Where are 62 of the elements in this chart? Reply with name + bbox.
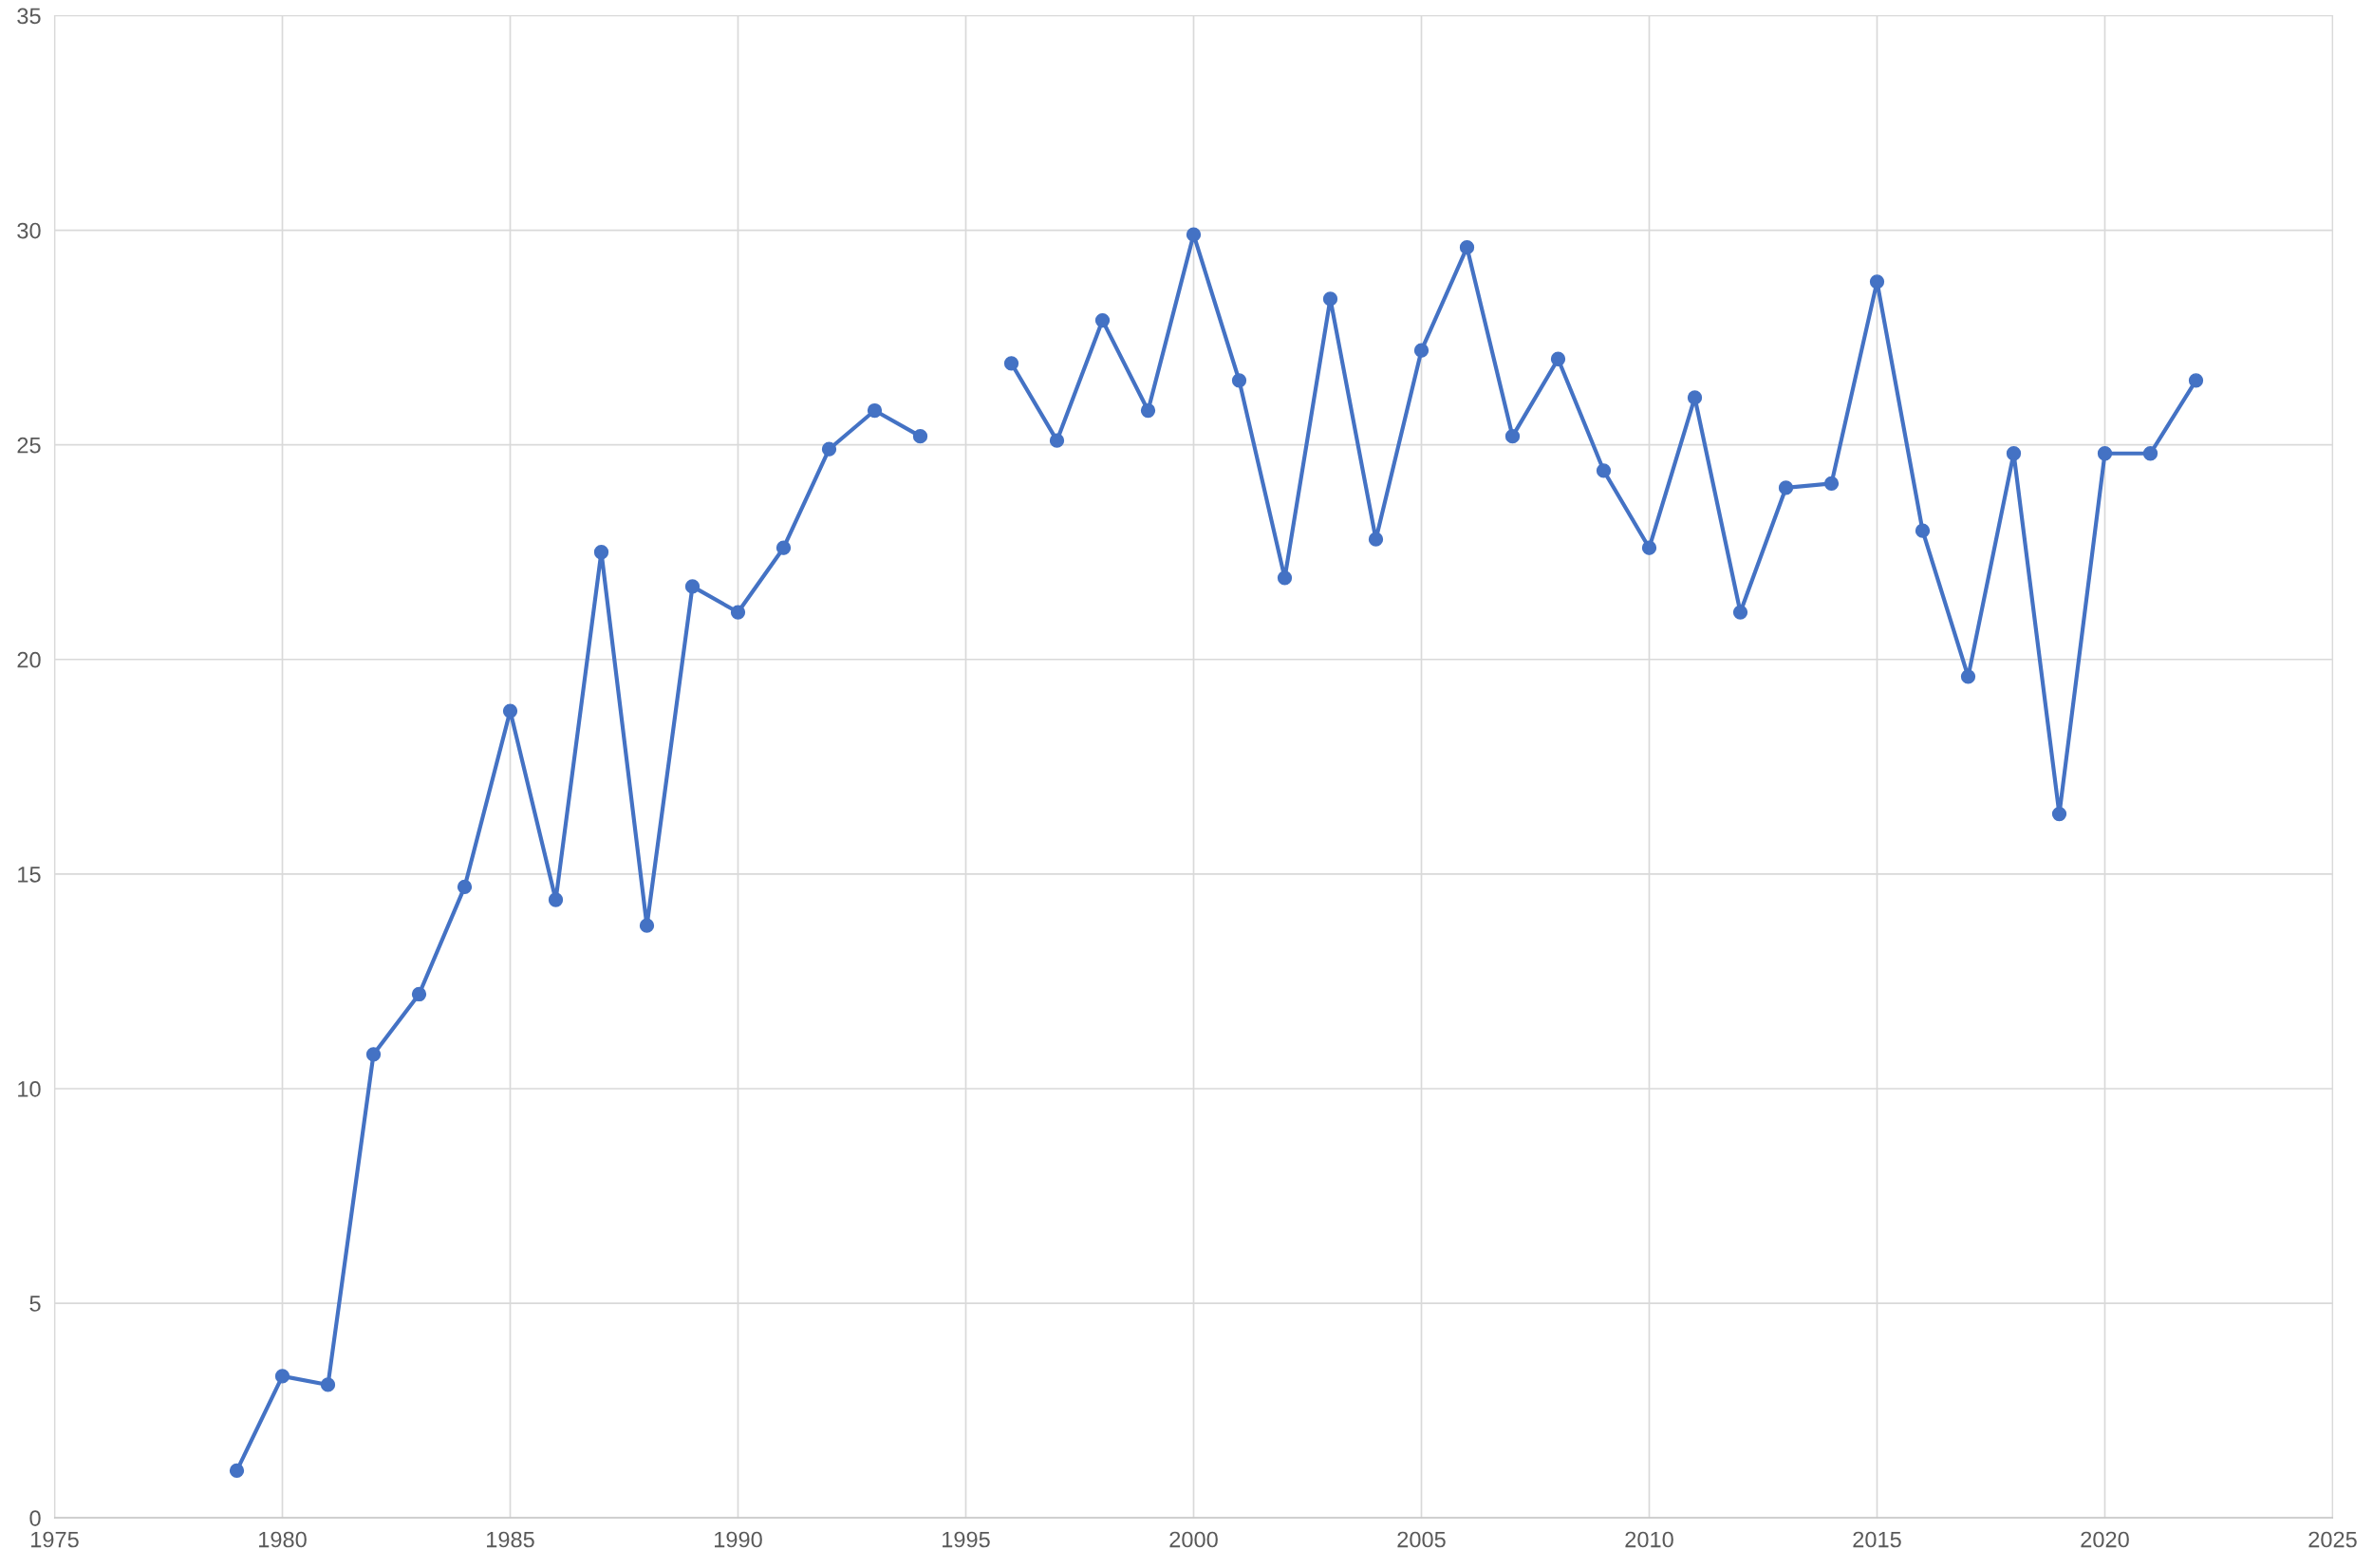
y-tick-label: 35 xyxy=(17,8,41,25)
point xyxy=(1550,351,1566,366)
point xyxy=(639,918,655,933)
point xyxy=(1003,356,1019,371)
x-tick-label: 1990 xyxy=(715,1531,762,1548)
point xyxy=(2188,373,2204,388)
point xyxy=(411,986,427,1002)
point xyxy=(593,545,609,560)
x-tick-label: 1985 xyxy=(487,1531,534,1548)
y-tick-label: 30 xyxy=(17,222,41,239)
point xyxy=(2006,446,2022,461)
point xyxy=(274,1369,290,1384)
x-tick-label: 2015 xyxy=(1853,1531,1901,1548)
point xyxy=(1413,343,1429,358)
point xyxy=(1732,605,1748,620)
point xyxy=(229,1463,245,1479)
point xyxy=(1915,523,1931,538)
y-tick-label: 25 xyxy=(17,437,41,454)
point xyxy=(1140,402,1156,419)
y-tick-label: 5 xyxy=(29,1296,41,1312)
x-tick-label: 2020 xyxy=(2081,1531,2129,1548)
point xyxy=(1094,312,1111,328)
point xyxy=(457,879,473,895)
point xyxy=(912,429,928,444)
x-tick-label: 2025 xyxy=(2308,1531,2357,1548)
point xyxy=(1368,532,1384,547)
point xyxy=(1778,480,1794,495)
point xyxy=(2097,446,2113,461)
point xyxy=(821,441,837,457)
x-tick-label: 2000 xyxy=(1169,1531,1218,1548)
point xyxy=(1322,291,1338,307)
point xyxy=(1504,429,1521,444)
x-tick-label: 1980 xyxy=(259,1531,307,1548)
point xyxy=(1277,570,1293,586)
point xyxy=(502,703,518,719)
point xyxy=(684,579,701,594)
point xyxy=(320,1377,336,1392)
y-tick-label: 15 xyxy=(18,867,41,883)
point xyxy=(1186,227,1202,242)
point xyxy=(1596,463,1612,478)
point xyxy=(1641,540,1657,555)
point xyxy=(1231,373,1247,388)
point xyxy=(1823,476,1840,492)
y-tick-label: 0 xyxy=(29,1510,41,1526)
x-tick-label: 2005 xyxy=(1397,1531,1446,1548)
point xyxy=(365,1047,382,1062)
point xyxy=(1960,669,1976,684)
x-tick-label: 2010 xyxy=(1625,1531,1673,1548)
point xyxy=(730,605,746,620)
x-tick-label: 1975 xyxy=(31,1531,79,1548)
point xyxy=(1869,274,1885,289)
x-tick-label: 1995 xyxy=(943,1531,990,1548)
point xyxy=(1459,240,1475,255)
y-tick-label: 10 xyxy=(18,1081,41,1097)
point xyxy=(775,540,792,555)
point xyxy=(1687,390,1703,405)
point xyxy=(867,402,883,419)
point xyxy=(548,892,564,907)
y-tick-label: 20 xyxy=(17,651,41,668)
point xyxy=(2051,806,2067,822)
point xyxy=(1049,433,1065,448)
point xyxy=(2142,446,2158,461)
